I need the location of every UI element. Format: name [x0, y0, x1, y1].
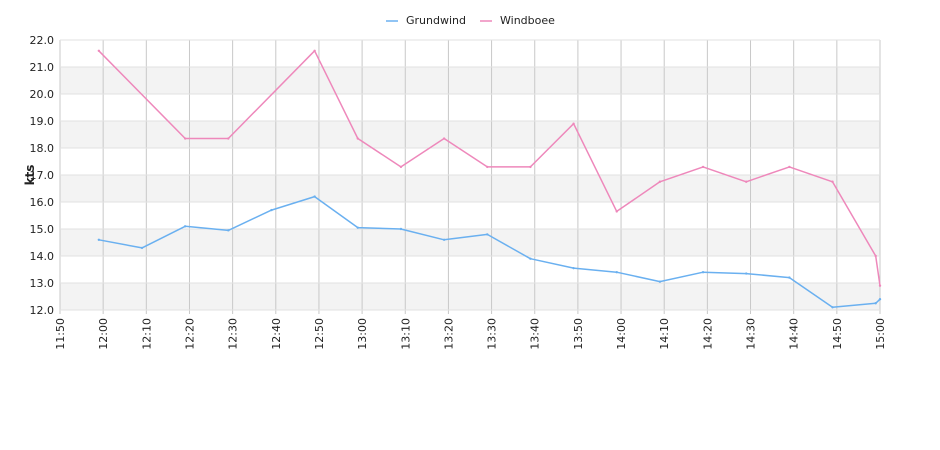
data-point-grundwind: [270, 208, 273, 212]
y-tick-label: 22.0: [30, 34, 55, 47]
data-point-grundwind: [227, 229, 230, 232]
legend-label: Windboee: [500, 14, 555, 27]
x-tick-label: 13:20: [442, 318, 455, 350]
x-tick-label: 13:10: [399, 318, 412, 350]
x-tick-label: 12:20: [183, 318, 196, 350]
data-point-windboee: [356, 137, 359, 140]
y-tick-label: 20.0: [30, 88, 55, 101]
grid-band: [60, 121, 880, 148]
x-tick-label: 14:20: [701, 318, 714, 350]
data-point-windboee: [615, 210, 618, 213]
x-tick-label: 14:30: [745, 318, 758, 350]
x-tick-label: 12:30: [227, 318, 240, 350]
vertical-gridlines: [59, 40, 881, 314]
y-tick-label: 17.0: [30, 169, 55, 182]
data-point-windboee: [442, 137, 446, 140]
grid-band: [60, 229, 880, 256]
data-point-grundwind: [874, 302, 877, 305]
data-point-grundwind: [140, 246, 144, 250]
data-point-grundwind: [878, 298, 882, 301]
data-point-windboee: [572, 122, 575, 125]
data-point-grundwind: [745, 272, 748, 275]
data-point-windboee: [313, 49, 316, 52]
x-tick-label: 11:50: [54, 318, 67, 350]
y-tick-label: 12.0: [30, 304, 55, 317]
legend[interactable]: Grundwind Windboee: [386, 14, 555, 27]
legend-item-windboee[interactable]: Windboee: [480, 14, 555, 27]
data-point-grundwind: [831, 306, 834, 309]
data-point-windboee: [399, 165, 403, 169]
data-point-grundwind: [356, 226, 359, 229]
x-tick-label: 13:30: [486, 318, 499, 350]
data-point-windboee: [97, 49, 101, 52]
series-line-windboee: [98, 50, 881, 286]
grid-band: [60, 40, 880, 67]
horizontal-gridlines: [60, 39, 880, 311]
grid-band: [60, 256, 880, 283]
data-point-windboee: [183, 137, 187, 140]
x-tick-label: 12:40: [270, 318, 283, 350]
y-tick-label: 21.0: [30, 61, 55, 74]
grid-bands: [60, 40, 880, 310]
data-point-windboee: [529, 165, 532, 169]
grid-band: [60, 148, 880, 175]
y-tick-label: 19.0: [30, 115, 55, 128]
data-point-windboee: [658, 180, 662, 183]
x-tick-label: 13:50: [572, 318, 585, 350]
x-tick-label: 12:50: [313, 318, 326, 350]
y-tick-label: 18.0: [30, 142, 55, 155]
y-tick-label: 15.0: [30, 223, 55, 236]
data-point-grundwind: [788, 276, 791, 279]
x-axis-ticks: 11:50 12:00 12:10 12:20 12:30 12:40 12:50 13:00…: [54, 318, 887, 350]
data-point-grundwind: [442, 238, 446, 241]
y-axis-ticks: 12.0 13.0 14.0 15.0 16.0 17.0 18.0 19.0 20.0 21.0…: [30, 34, 55, 317]
x-tick-label: 15:00: [874, 318, 887, 350]
data-point-windboee: [486, 165, 489, 169]
x-tick-label: 12:10: [140, 318, 153, 350]
data-point-grundwind: [701, 271, 705, 274]
data-point-windboee: [227, 137, 230, 140]
grid-band: [60, 67, 880, 94]
y-tick-label: 14.0: [30, 250, 55, 263]
data-point-grundwind: [183, 225, 187, 228]
y-tick-label: 13.0: [30, 277, 55, 290]
y-axis-title: kts: [23, 165, 37, 186]
data-point-grundwind: [572, 266, 575, 270]
data-point-windboee: [788, 165, 791, 169]
y-tick-label: 16.0: [30, 196, 55, 209]
data-point-grundwind: [615, 271, 618, 274]
data-point-grundwind: [658, 280, 662, 283]
x-tick-label: 14:40: [788, 318, 801, 350]
data-point-grundwind: [97, 238, 101, 241]
x-tick-label: 12:00: [97, 318, 110, 350]
data-point-windboee: [831, 180, 834, 183]
data-point-grundwind: [313, 195, 316, 198]
legend-label: Grundwind: [406, 14, 466, 27]
grid-band: [60, 202, 880, 229]
legend-item-grundwind[interactable]: Grundwind: [386, 14, 466, 27]
data-point-windboee: [874, 254, 877, 258]
grid-band: [60, 94, 880, 121]
x-tick-label: 14:10: [658, 318, 671, 350]
data-point-grundwind: [486, 233, 489, 236]
data-point-grundwind: [399, 227, 403, 231]
grid-band: [60, 283, 880, 310]
data-point-windboee: [878, 284, 882, 287]
x-tick-label: 13:40: [529, 318, 542, 350]
data-point-windboee: [701, 165, 705, 169]
x-tick-label: 14:50: [831, 318, 844, 350]
series-lines: [97, 49, 882, 309]
data-point-grundwind: [529, 257, 532, 260]
grid-band: [60, 175, 880, 202]
x-tick-label: 14:00: [615, 318, 628, 350]
data-point-windboee: [745, 180, 748, 183]
series-line-grundwind: [98, 195, 881, 309]
x-tick-label: 13:00: [356, 318, 369, 350]
